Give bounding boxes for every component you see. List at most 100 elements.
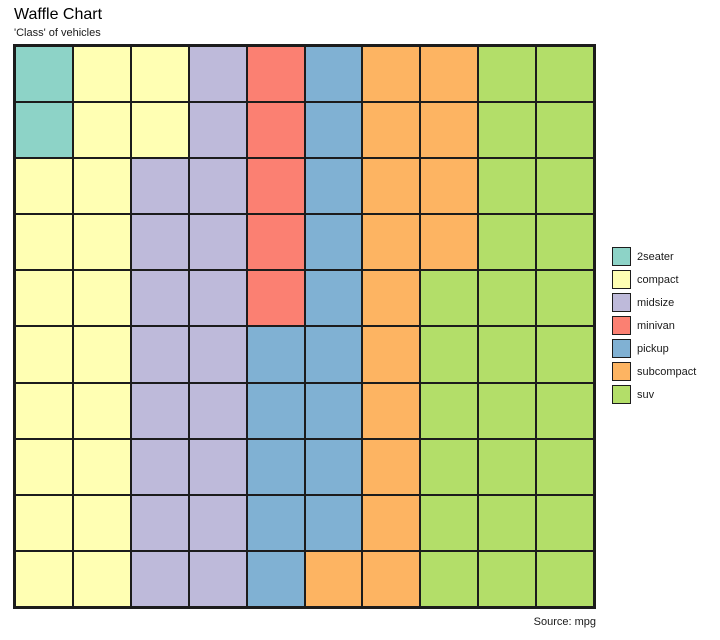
legend-label-subcompact: subcompact	[637, 365, 697, 378]
source-caption: Source: mpg	[533, 616, 596, 628]
waffle-cell-midsize	[189, 439, 246, 494]
waffle-cell-subcompact	[363, 383, 420, 438]
legend-label-pickup: pickup	[637, 342, 669, 355]
waffle-cell-compact	[16, 215, 72, 270]
waffle-cell-midsize	[131, 215, 188, 270]
waffle-cell-subcompact	[363, 271, 420, 326]
waffle-cell-compact	[16, 551, 72, 606]
waffle-cell-subcompact	[363, 327, 420, 382]
waffle-cell-suv	[537, 103, 593, 158]
waffle-cell-pickup	[305, 271, 362, 326]
waffle-cell-compact	[73, 103, 130, 158]
legend-label-compact: compact	[637, 273, 679, 286]
waffle-cell-suv	[537, 383, 593, 438]
waffle-cell-midsize	[189, 551, 246, 606]
chart-subtitle: 'Class' of vehicles	[14, 27, 101, 39]
waffle-cell-pickup	[247, 439, 304, 494]
legend-item-pickup: pickup	[612, 339, 696, 358]
waffle-cell-suv	[479, 327, 536, 382]
waffle-cell-compact	[16, 495, 72, 550]
legend-label-suv: suv	[637, 388, 655, 401]
waffle-cell-compact	[73, 551, 130, 606]
waffle-cell-compact	[73, 271, 130, 326]
waffle-cell-subcompact	[421, 215, 478, 270]
waffle-cell-compact	[73, 47, 130, 102]
waffle-cell-subcompact	[363, 495, 420, 550]
chart-title: Waffle Chart	[14, 6, 103, 23]
legend-swatch-pickup	[612, 339, 631, 358]
waffle-cell-compact	[73, 383, 130, 438]
waffle-cell-subcompact	[305, 551, 362, 606]
legend: 2seater compact midsize minivan pickup subcom…	[612, 247, 696, 404]
waffle-cell-midsize	[131, 271, 188, 326]
waffle-cell-suv	[479, 47, 536, 102]
legend-item-2seater: 2seater	[612, 247, 696, 266]
waffle-cell-midsize	[131, 327, 188, 382]
waffle-cell-suv	[421, 551, 478, 606]
waffle-cell-subcompact	[421, 103, 478, 158]
waffle-cell-suv	[479, 103, 536, 158]
waffle-cell-subcompact	[363, 551, 420, 606]
waffle-cell-suv	[479, 383, 536, 438]
legend-item-subcompact: subcompact	[612, 362, 696, 381]
waffle-cell-2seater	[16, 47, 72, 102]
waffle-cell-suv	[479, 159, 536, 214]
legend-item-suv: suv	[612, 385, 696, 404]
waffle-cell-subcompact	[421, 47, 478, 102]
waffle-cell-midsize	[131, 439, 188, 494]
waffle-cell-minivan	[247, 271, 304, 326]
waffle-cell-midsize	[189, 327, 246, 382]
waffle-cell-minivan	[247, 159, 304, 214]
waffle-cell-minivan	[247, 103, 304, 158]
legend-swatch-subcompact	[612, 362, 631, 381]
waffle-cell-compact	[73, 215, 130, 270]
waffle-cell-midsize	[189, 271, 246, 326]
waffle-cell-suv	[479, 495, 536, 550]
waffle-cell-pickup	[247, 495, 304, 550]
waffle-cell-subcompact	[363, 159, 420, 214]
waffle-cell-pickup	[305, 159, 362, 214]
waffle-grid	[13, 44, 596, 609]
waffle-cell-subcompact	[363, 439, 420, 494]
waffle-cell-suv	[479, 271, 536, 326]
waffle-cell-midsize	[189, 383, 246, 438]
waffle-cell-midsize	[189, 103, 246, 158]
legend-swatch-suv	[612, 385, 631, 404]
waffle-cell-suv	[537, 159, 593, 214]
waffle-cell-midsize	[189, 159, 246, 214]
waffle-cell-suv	[537, 215, 593, 270]
waffle-cell-suv	[421, 327, 478, 382]
waffle-cell-pickup	[305, 439, 362, 494]
legend-swatch-midsize	[612, 293, 631, 312]
waffle-cell-compact	[16, 159, 72, 214]
waffle-cell-suv	[479, 551, 536, 606]
waffle-cell-pickup	[305, 327, 362, 382]
waffle-cell-suv	[421, 439, 478, 494]
waffle-cell-2seater	[16, 103, 72, 158]
waffle-cell-subcompact	[363, 47, 420, 102]
waffle-cell-midsize	[131, 495, 188, 550]
waffle-cell-minivan	[247, 47, 304, 102]
waffle-cell-minivan	[247, 215, 304, 270]
waffle-cell-pickup	[305, 215, 362, 270]
waffle-cell-compact	[73, 439, 130, 494]
waffle-cell-suv	[479, 215, 536, 270]
waffle-cell-compact	[73, 159, 130, 214]
waffle-cell-midsize	[189, 47, 246, 102]
waffle-cell-compact	[73, 327, 130, 382]
waffle-cell-compact	[131, 103, 188, 158]
legend-item-minivan: minivan	[612, 316, 696, 335]
waffle-cell-midsize	[189, 495, 246, 550]
waffle-cell-suv	[479, 439, 536, 494]
waffle-cell-midsize	[131, 551, 188, 606]
waffle-cell-pickup	[247, 327, 304, 382]
waffle-cell-pickup	[305, 495, 362, 550]
waffle-cell-suv	[537, 271, 593, 326]
waffle-cell-suv	[421, 383, 478, 438]
waffle-cell-compact	[16, 439, 72, 494]
legend-label-minivan: minivan	[637, 319, 675, 332]
waffle-cell-compact	[16, 327, 72, 382]
waffle-cell-midsize	[131, 159, 188, 214]
legend-swatch-minivan	[612, 316, 631, 335]
